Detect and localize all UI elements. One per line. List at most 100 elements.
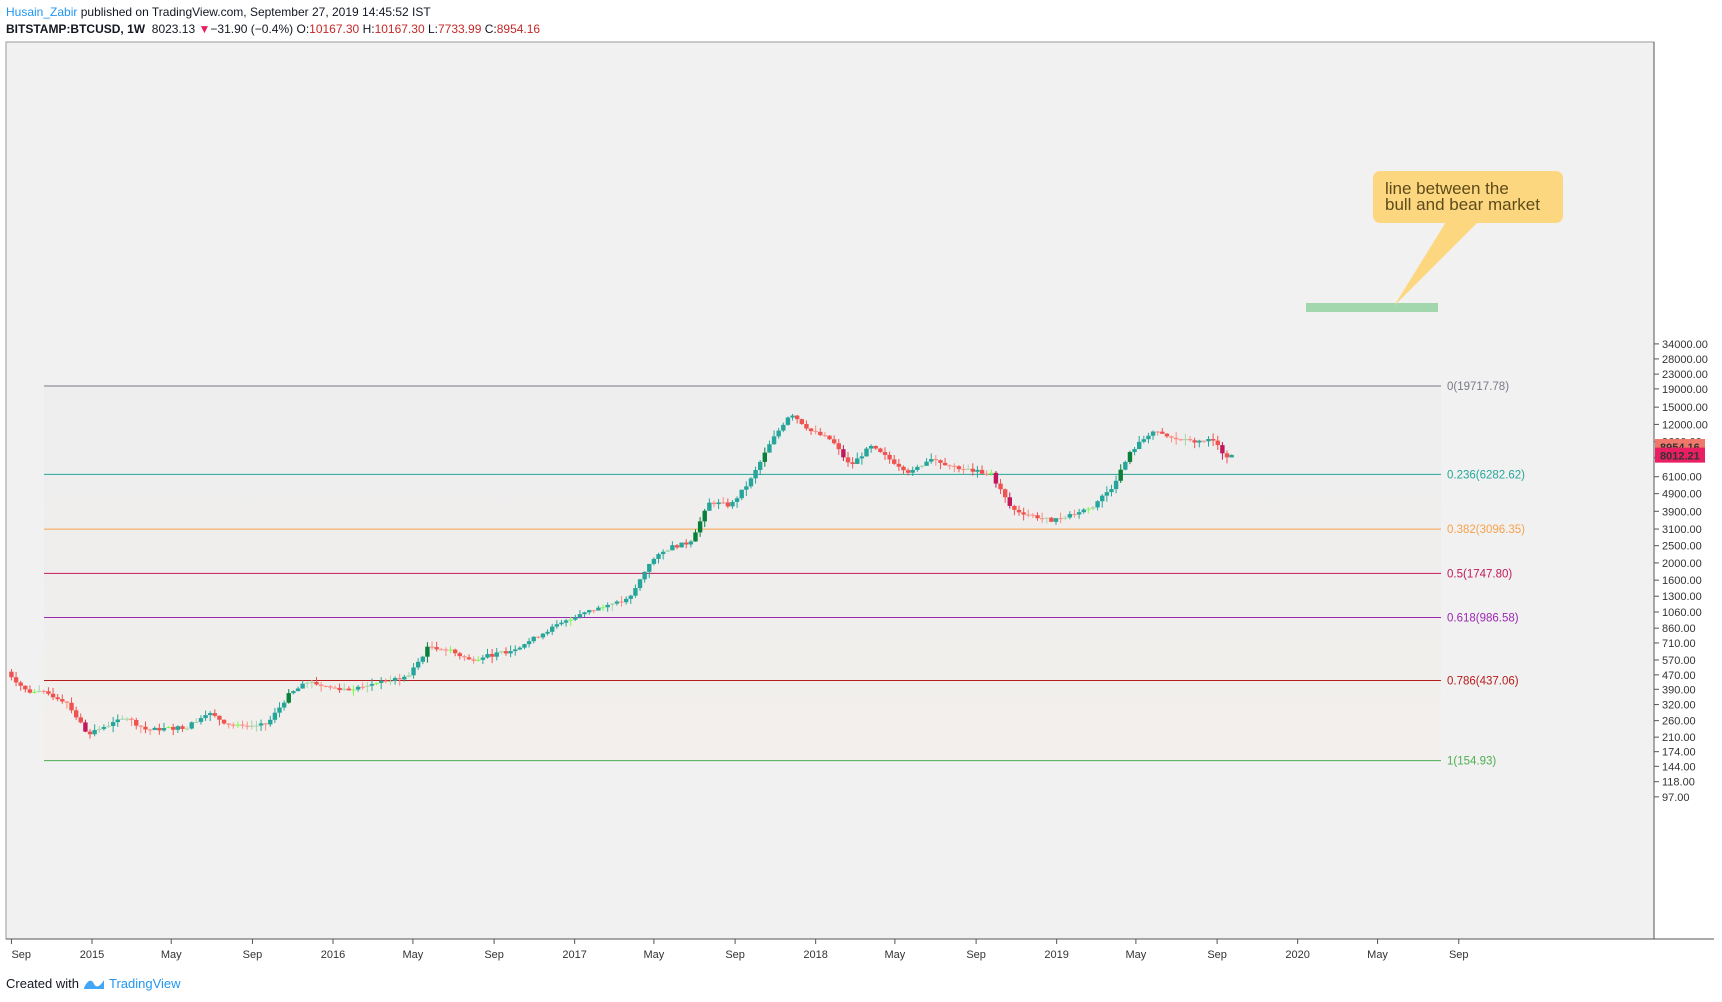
price-tick-label: 470.00 [1662, 670, 1696, 682]
candle-body [1155, 431, 1160, 433]
candle-body [577, 614, 583, 618]
time-tick-label: 2020 [1285, 949, 1309, 961]
candle-body [753, 469, 758, 479]
candle-body [628, 595, 633, 599]
candle-body [476, 659, 481, 661]
candle-body [124, 718, 130, 720]
candle-body [1007, 497, 1012, 506]
candle-body [1012, 505, 1017, 510]
candle-body [1178, 439, 1183, 441]
candle-body [1169, 436, 1174, 438]
candle-body [776, 430, 781, 437]
price-tick-label: 4900.00 [1662, 489, 1702, 501]
candle-body [841, 449, 846, 458]
candle-body [221, 719, 227, 724]
close-label: C: [484, 22, 497, 36]
fib-retracement[interactable]: 0(19717.78) 0.236(6282.62) 0.382(3096.35) 0… [44, 381, 1525, 768]
candle-body [508, 651, 513, 654]
candle-body [143, 726, 148, 730]
candle-body [822, 435, 828, 437]
candle-body [258, 723, 264, 726]
candle-body [536, 636, 541, 638]
price-tick-label: 860.00 [1662, 623, 1696, 635]
price-label-text: 8012.21 [1660, 451, 1700, 463]
time-tick-label: Sep [725, 949, 745, 961]
candle-body [503, 651, 509, 654]
price-tick-label: 3900.00 [1662, 506, 1702, 518]
candle-body [369, 684, 375, 686]
candle-body [240, 724, 245, 726]
candle-body [979, 469, 985, 474]
candle-body [1053, 518, 1059, 522]
price-tick-label: 12000.00 [1662, 419, 1708, 431]
candle-body [286, 693, 291, 703]
candle-body [346, 688, 352, 691]
fib-level-label: 0.5(1747.80) [1447, 568, 1512, 580]
candle-body [896, 463, 902, 467]
candle-body [166, 727, 171, 729]
candle-body [194, 721, 199, 723]
candle-body [1123, 461, 1128, 470]
candle-body [374, 682, 379, 685]
time-tick-label: May [885, 949, 906, 961]
candle-body [152, 727, 157, 730]
candle-body [425, 646, 430, 657]
candle-body [92, 730, 97, 735]
candle-body [1067, 514, 1073, 518]
candle-body [642, 571, 647, 580]
candle-body [744, 486, 749, 490]
candle-body [513, 649, 518, 652]
candle-body [878, 448, 883, 453]
candle-body [1160, 431, 1165, 434]
price-tick-label: 710.00 [1662, 638, 1696, 650]
price-tick-label: 260.00 [1662, 716, 1696, 728]
candle-body [910, 469, 915, 473]
candle-body [402, 676, 407, 680]
annotation-callout[interactable]: line between the bull and bear market [1306, 171, 1563, 312]
time-axis[interactable]: Sep 2015 May Sep 2016 May Sep 2017 May Sep 2018 May… [10, 939, 1469, 961]
candle-body [892, 459, 897, 464]
candle-body [485, 654, 490, 658]
candle-body [531, 636, 536, 642]
candle-body [212, 713, 218, 716]
candle-body [550, 626, 555, 632]
support-zone-highlight[interactable] [1306, 303, 1438, 312]
candle-body [619, 601, 624, 603]
candle-body [429, 646, 435, 648]
price-axis-background [1654, 42, 1714, 939]
candle-body [1039, 518, 1045, 520]
candle-body [1026, 514, 1031, 516]
candle-body [845, 457, 851, 463]
candle-body [1044, 517, 1049, 519]
candle-body [13, 677, 19, 683]
candle-body [64, 701, 70, 703]
candle-body [831, 439, 837, 444]
close-value: 8954.16 [496, 22, 541, 36]
candle-body [1104, 492, 1110, 496]
candle-body [600, 607, 606, 609]
candle-body [383, 680, 389, 682]
price-tick-label: 19000.00 [1662, 384, 1708, 396]
candle-body [961, 469, 966, 471]
candle-body [915, 466, 920, 470]
candle-body [499, 651, 504, 653]
symbol-label[interactable]: BITSTAMP:BTCUSD, 1W [6, 22, 146, 36]
author-link[interactable]: Husain_Zabir [6, 5, 78, 19]
candle-body [494, 652, 499, 657]
candle-body [679, 542, 684, 548]
candle-body [1229, 454, 1234, 458]
last-price: 8023.13 [151, 22, 196, 36]
price-labels: 8954.168012.21 [1655, 439, 1705, 463]
candle-body [1109, 489, 1114, 493]
candle-body [50, 693, 56, 698]
price-tick-label: 3100.00 [1662, 524, 1702, 536]
candle-body [134, 720, 139, 726]
footer: Created with TradingView [6, 976, 181, 991]
candle-body [9, 671, 14, 678]
time-tick-label: Sep [484, 949, 504, 961]
fib-level-label: 0.786(437.06) [1447, 675, 1519, 687]
candle-body [591, 610, 597, 612]
created-with-label: Created with [6, 976, 79, 991]
tradingview-link[interactable]: TradingView [108, 976, 181, 991]
